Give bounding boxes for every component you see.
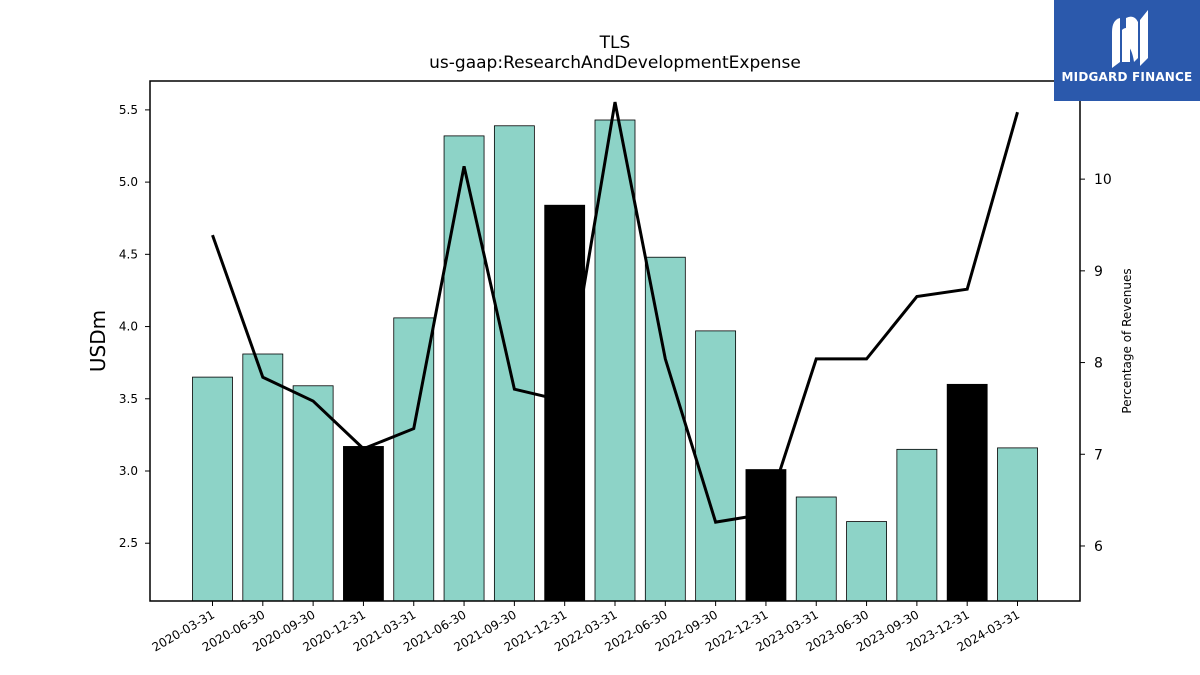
y2-axis-label: Percentage of Revenues xyxy=(1120,268,1134,413)
y-tick-label: 5.0 xyxy=(119,175,138,189)
bar-2022-12-31 xyxy=(745,469,787,602)
bar-2023-03-31 xyxy=(795,496,837,602)
bar-2024-03-31 xyxy=(997,447,1038,602)
bar-2020-09-30 xyxy=(292,385,334,602)
y-tick-label: 3.5 xyxy=(119,392,138,406)
bar-2023-12-31 xyxy=(946,383,988,602)
chart-title: TLS xyxy=(599,33,631,53)
y-axis-left: 2.5 3.0 3.5 4.0 4.5 5.0 5.5 xyxy=(119,103,150,550)
percent-line-series xyxy=(211,101,1019,524)
bar-2023-09-30 xyxy=(896,448,938,602)
bar-2021-12-31 xyxy=(544,204,586,602)
y2-tick-label: 9 xyxy=(1094,264,1103,280)
y-tick-label: 3.0 xyxy=(119,464,138,478)
y-tick-label: 2.5 xyxy=(119,536,138,550)
y-tick-label: 4.5 xyxy=(119,247,138,261)
percent-line xyxy=(211,101,1019,524)
bar-series xyxy=(192,119,1038,602)
bar-2020-06-30 xyxy=(242,353,284,602)
midgard-finance-logo: MIDGARD FINANCE xyxy=(1054,0,1200,101)
y-tick-label: 5.5 xyxy=(119,103,138,117)
bar-2022-06-30 xyxy=(644,256,686,602)
y-axis-right: 6 7 8 9 10 xyxy=(1080,172,1112,555)
bar-2021-09-30 xyxy=(493,125,535,602)
x-axis: 2020-03-312020-06-302020-09-302020-12-31… xyxy=(150,601,1022,654)
logo-mark-icon xyxy=(1112,10,1148,68)
bar-2023-06-30 xyxy=(846,521,887,602)
logo-text: MIDGARD FINANCE xyxy=(1061,70,1193,84)
y2-tick-label: 10 xyxy=(1094,172,1112,188)
bar-2022-03-31 xyxy=(594,119,636,602)
bar-2022-09-30 xyxy=(695,330,737,602)
y2-tick-label: 8 xyxy=(1094,356,1103,372)
bar-2020-12-31 xyxy=(343,446,384,602)
y2-tick-label: 6 xyxy=(1094,539,1103,555)
bar-2021-06-30 xyxy=(443,135,485,602)
y-tick-label: 4.0 xyxy=(119,320,138,334)
y-axis-label: USDm xyxy=(86,310,110,372)
bar-2020-03-31 xyxy=(192,376,233,602)
y2-tick-label: 7 xyxy=(1094,447,1103,463)
chart-subtitle: us-gaap:ResearchAndDevelopmentExpense xyxy=(429,53,801,73)
